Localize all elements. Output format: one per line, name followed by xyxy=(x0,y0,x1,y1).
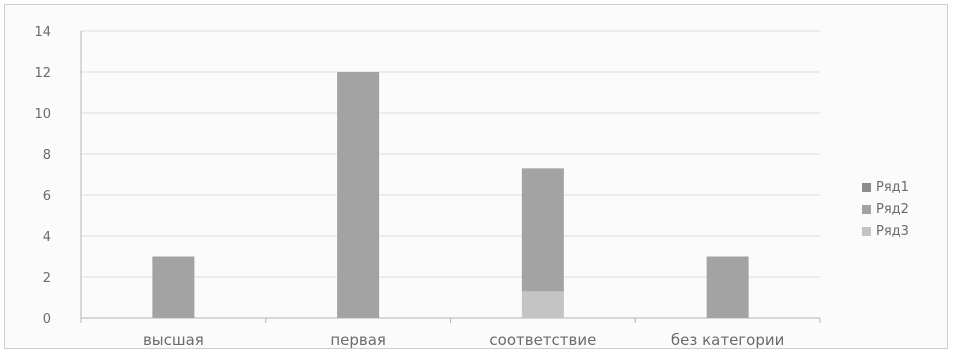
y-tick-label: 0 xyxy=(43,312,51,327)
bar-2-1 xyxy=(152,256,195,318)
y-tick-label: 2 xyxy=(43,271,51,286)
legend-item-ryad2: Ряд2 xyxy=(862,198,950,220)
y-tick-label: 12 xyxy=(34,66,51,81)
x-tick-label: соответствие xyxy=(489,331,596,349)
x-tick-label: высшая xyxy=(143,331,204,349)
axes xyxy=(80,31,821,323)
legend-label: Ряд3 xyxy=(876,223,909,239)
y-tick-label: 8 xyxy=(43,148,51,163)
legend-swatch xyxy=(862,204,871,214)
x-tick-label: первая xyxy=(330,331,386,349)
y-tick-label: 10 xyxy=(34,107,51,122)
legend-item-ryad3: Ряд3 xyxy=(862,220,950,242)
legend-label: Ряд2 xyxy=(876,201,909,217)
legend: Ряд1 Ряд2 Ряд3 xyxy=(862,176,950,242)
bar-3-3 xyxy=(521,291,564,318)
legend-label: Ряд1 xyxy=(876,179,909,195)
bars xyxy=(152,72,749,318)
bar-2-2 xyxy=(337,72,380,318)
y-tick-label: 14 xyxy=(34,25,51,40)
legend-item-ryad1: Ряд1 xyxy=(862,176,950,198)
x-tick-label: без категории xyxy=(671,331,785,349)
bar-2-4 xyxy=(706,256,749,318)
x-tick-labels: высшая первая соответствие без категории xyxy=(143,331,784,349)
y-tick-label: 4 xyxy=(43,230,51,245)
gridlines xyxy=(81,30,820,278)
y-tick-labels: 0 2 4 6 8 10 12 14 xyxy=(34,25,51,327)
legend-swatch xyxy=(862,226,871,236)
legend-swatch xyxy=(862,182,871,192)
y-tick-label: 6 xyxy=(43,189,51,204)
bar-2-3 xyxy=(521,168,564,292)
